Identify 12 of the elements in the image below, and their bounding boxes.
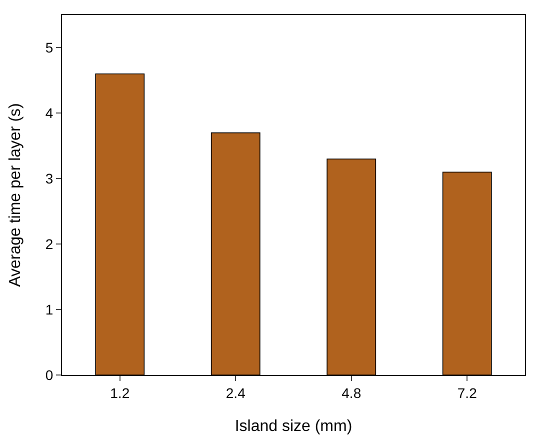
y-tick-label: 2 bbox=[45, 236, 54, 252]
x-axis-title: Island size (mm) bbox=[234, 418, 352, 435]
x-tick-label: 1.2 bbox=[110, 384, 130, 401]
y-axis-title: Average time per layer (s) bbox=[7, 103, 24, 287]
x-tick-label: 2.4 bbox=[226, 384, 246, 401]
y-tick-label: 4 bbox=[45, 105, 54, 122]
x-tick-label: 4.8 bbox=[342, 384, 362, 401]
y-tick-label: 3 bbox=[45, 170, 54, 187]
x-tick-label: 7.2 bbox=[457, 384, 478, 401]
y-tick-label: 1 bbox=[45, 301, 54, 318]
y-tick-label: 5 bbox=[45, 40, 54, 56]
y-tick-label: 0 bbox=[45, 366, 54, 383]
